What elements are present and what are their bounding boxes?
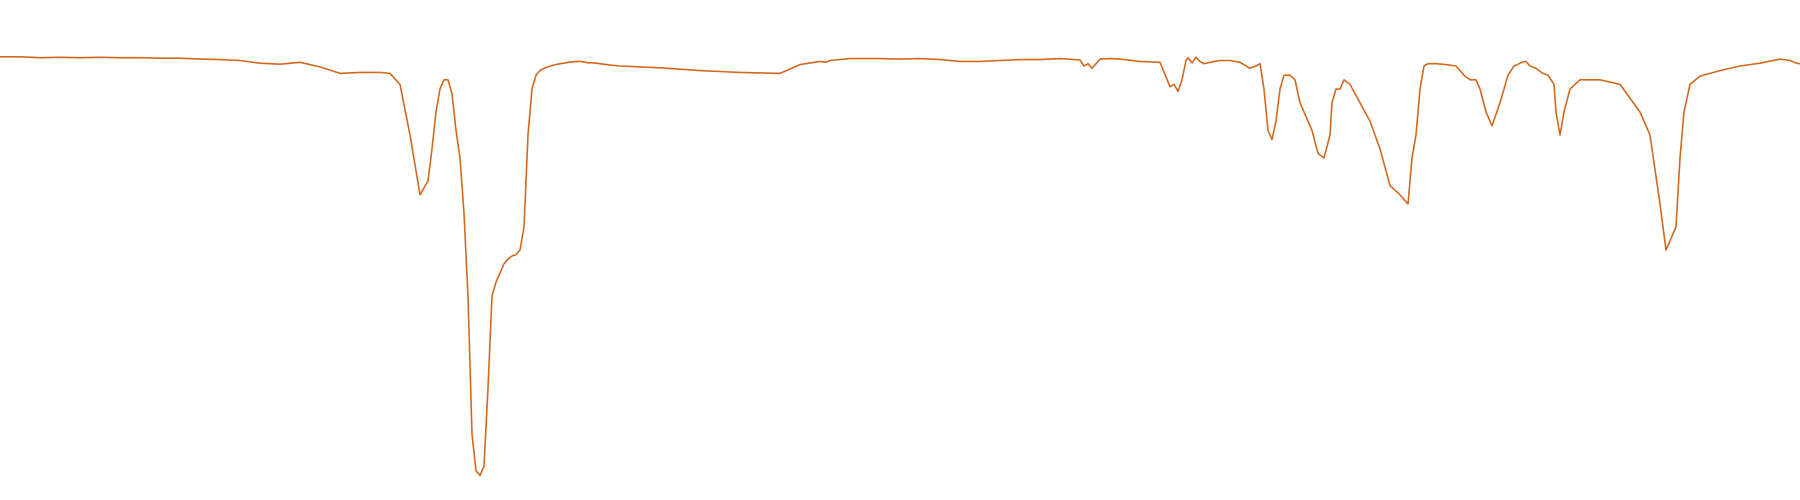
series-line-transmittance (0, 55, 1800, 477)
series-layer (0, 55, 1800, 477)
